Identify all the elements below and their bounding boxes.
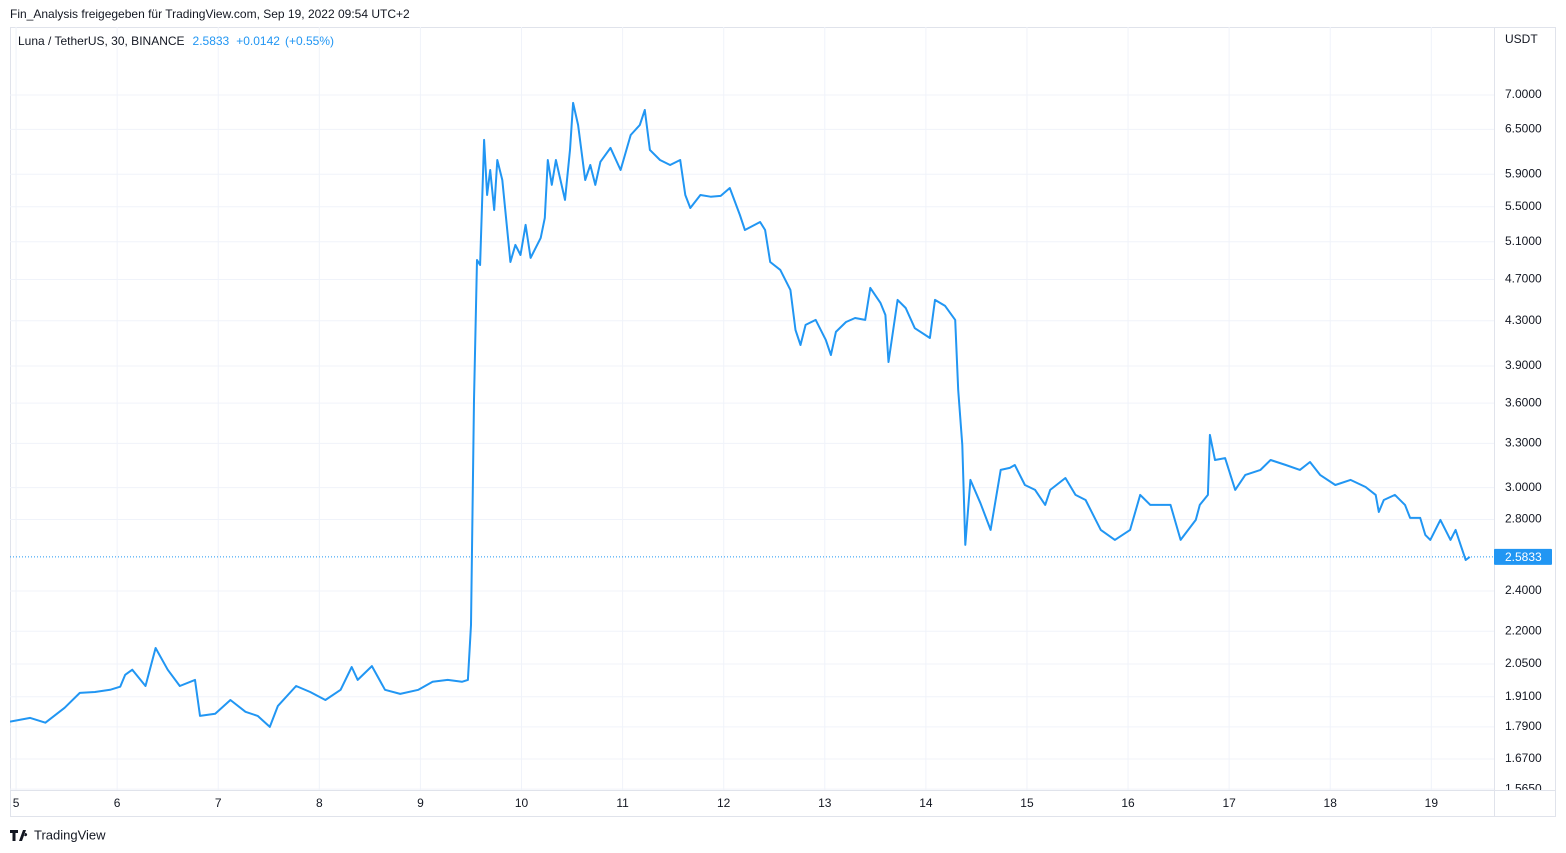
y-tick-label: 2.0500 bbox=[1505, 656, 1542, 670]
x-tick-label: 6 bbox=[114, 796, 121, 810]
y-tick-label: 3.0000 bbox=[1505, 480, 1542, 494]
grid bbox=[10, 27, 1494, 790]
y-tick-label: 5.1000 bbox=[1505, 234, 1542, 248]
chart-title: Luna / TetherUS, 30, BINANCE bbox=[18, 34, 185, 48]
x-axis: 5 6 7 8 9 10 11 12 13 14 15 16 17 18 19 bbox=[13, 796, 1439, 810]
y-tick-label: 1.7900 bbox=[1505, 719, 1542, 733]
change: +0.0142 bbox=[236, 34, 280, 48]
x-tick-label: 17 bbox=[1222, 796, 1236, 810]
y-axis: 7.0000 6.5000 5.9000 5.5000 5.1000 4.7000 4.30… bbox=[1505, 87, 1542, 795]
y-tick-label: 3.6000 bbox=[1505, 395, 1542, 409]
x-tick-label: 18 bbox=[1324, 796, 1338, 810]
x-tick-label: 5 bbox=[13, 796, 20, 810]
y-tick-label: 5.5000 bbox=[1505, 199, 1542, 213]
x-tick-label: 12 bbox=[717, 796, 731, 810]
legend: Luna / TetherUS, 30, BINANCE 2.5833 +0.014… bbox=[18, 34, 334, 48]
x-tick-label: 13 bbox=[818, 796, 832, 810]
y-tick-label: 6.5000 bbox=[1505, 121, 1542, 135]
change-percent: (+0.55%) bbox=[285, 34, 334, 48]
y-tick-label: 4.3000 bbox=[1505, 313, 1542, 327]
y-tick-label: 1.9100 bbox=[1505, 689, 1542, 703]
x-tick-label: 11 bbox=[616, 796, 629, 810]
price-tag-label: 2.5833 bbox=[1505, 550, 1542, 564]
y-tick-label: 2.4000 bbox=[1505, 583, 1542, 597]
x-tick-label: 10 bbox=[515, 796, 529, 810]
x-tick-label: 15 bbox=[1020, 796, 1034, 810]
plot-area bbox=[10, 101, 1494, 728]
branding: TradingView bbox=[34, 827, 106, 842]
x-tick-label: 7 bbox=[215, 796, 222, 810]
y-axis-label: USDT bbox=[1505, 32, 1538, 46]
attribution: Fin_Analysis freigegeben für TradingView… bbox=[10, 7, 410, 21]
x-tick-label: 14 bbox=[919, 796, 933, 810]
x-tick-label: 16 bbox=[1121, 796, 1135, 810]
y-tick-label: 3.9000 bbox=[1505, 358, 1542, 372]
x-tick-label: 8 bbox=[316, 796, 323, 810]
x-tick-label: 9 bbox=[417, 796, 424, 810]
y-tick-label: 1.5650 bbox=[1505, 781, 1542, 795]
price-tag bbox=[1494, 548, 1552, 565]
chart-frame bbox=[10, 27, 1556, 817]
y-tick-label: 5.9000 bbox=[1505, 166, 1542, 180]
y-tick-label: 3.3000 bbox=[1505, 436, 1542, 450]
y-tick-label: 1.6700 bbox=[1505, 751, 1542, 765]
x-tick-label: 19 bbox=[1425, 796, 1439, 810]
price-line bbox=[10, 101, 1471, 728]
y-tick-label: 2.2000 bbox=[1505, 623, 1542, 637]
y-tick-label: 2.8000 bbox=[1505, 512, 1542, 526]
branding-logo bbox=[10, 830, 28, 841]
y-tick-label: 4.7000 bbox=[1505, 272, 1542, 286]
last-price: 2.5833 bbox=[193, 34, 230, 48]
y-tick-label: 7.0000 bbox=[1505, 87, 1542, 101]
